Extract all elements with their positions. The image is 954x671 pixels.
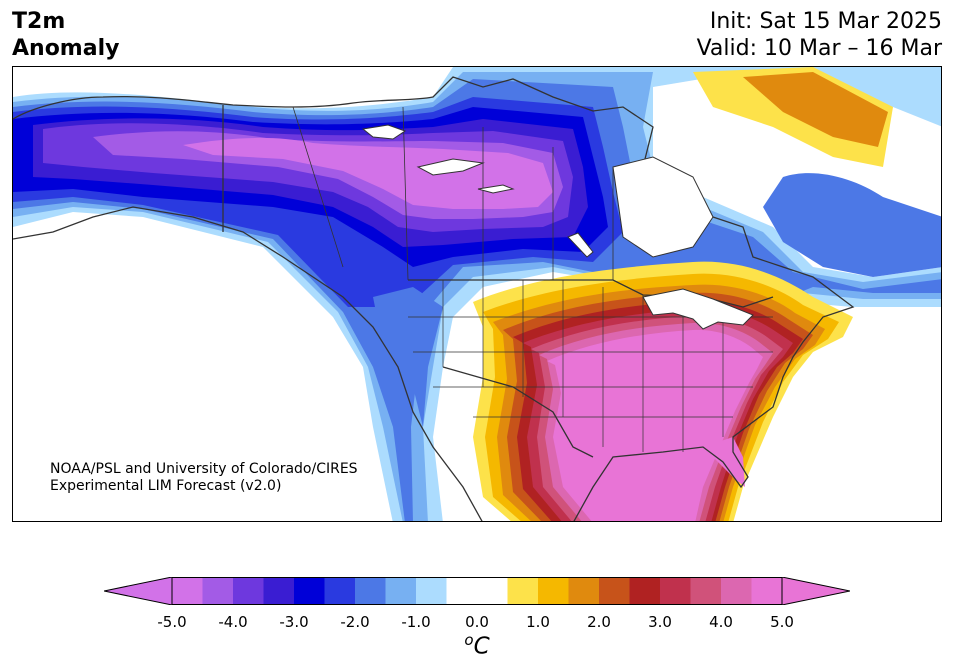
colorbar-tick-label: 1.0 [526, 613, 550, 631]
lake-athabasca [477, 184, 515, 194]
colorbar-bin-18 [751, 577, 783, 605]
lakes [361, 124, 754, 330]
great-slave-lake [416, 158, 485, 176]
title-line-2: Anomaly [12, 36, 120, 61]
colorbar-tick-label: -4.0 [218, 613, 248, 631]
map-svg [13, 67, 941, 521]
colorbar-bin-4 [294, 577, 325, 605]
colorbar-bin-17 [721, 577, 752, 605]
colorbar-bin-8 [416, 577, 447, 605]
date-block: Init: Sat 15 Mar 2025 Valid: 10 Mar – 16… [697, 8, 942, 62]
colorbar-bin-3 [263, 577, 295, 605]
colorbar-bin-13 [599, 577, 630, 605]
great-lakes [642, 288, 754, 330]
colorbar-bin-14 [629, 577, 661, 605]
colorbar-bin-9 [446, 577, 508, 605]
florida-warm [703, 437, 745, 487]
credit-line-1: NOAA/PSL and University of Colorado/CIRE… [50, 461, 358, 477]
hudson-bay [612, 156, 714, 258]
colorbar-over-triangle [781, 577, 850, 605]
colorbar-tick-label: 3.0 [648, 613, 672, 631]
colorbar-bin-12 [568, 577, 600, 605]
colorbar-bin-10 [507, 577, 539, 605]
unit-base: C [473, 633, 490, 660]
init-date: Init: Sat 15 Mar 2025 [709, 9, 942, 34]
colorbar [104, 577, 850, 605]
canada-province-lines [292, 106, 614, 281]
colorbar-bin-16 [690, 577, 722, 605]
colorbar-tick-label: 4.0 [709, 613, 733, 631]
credit-line-2: Experimental LIM Forecast (v2.0) [50, 478, 282, 494]
title-block: T2m Anomaly [12, 8, 119, 62]
colorbar-tick-label: -3.0 [279, 613, 309, 631]
geographic-outlines [13, 76, 855, 521]
west-us-cold-band [373, 287, 443, 427]
greenland-warm-2 [743, 72, 888, 147]
valid-dates: Valid: 10 Mar – 16 Mar [696, 36, 942, 61]
colorbar-bin-2 [233, 577, 264, 605]
colorbar-bin-11 [538, 577, 569, 605]
colorbar-tick-label: 2.0 [587, 613, 611, 631]
us-mexico-border [442, 366, 594, 458]
colorbar-bin-7 [385, 577, 417, 605]
colorbar-tick-label: 5.0 [770, 613, 794, 631]
colorbar-tick-label: -2.0 [340, 613, 370, 631]
title-line-1: T2m [12, 9, 66, 34]
us-state-lines [408, 280, 773, 452]
north-america-coastline [13, 76, 855, 521]
labrador-cold-band [763, 173, 941, 277]
colorbar-tick-label: -5.0 [157, 613, 187, 631]
anomaly-map: NOAA/PSL and University of Colorado/CIRE… [12, 66, 942, 522]
colorbar-bin-5 [324, 577, 356, 605]
colorbar-bin-1 [202, 577, 234, 605]
warm-band-9 [547, 329, 763, 521]
colorbar-under-triangle [104, 577, 173, 605]
unit-superscript: o [464, 631, 474, 649]
colorbar-unit: oC [464, 631, 489, 660]
warm-anomaly-shading [473, 67, 893, 521]
colorbar-tick-label: -1.0 [401, 613, 431, 631]
great-bear-lake [361, 124, 407, 140]
colorbar-bin-15 [660, 577, 691, 605]
shade-band-9 [183, 137, 553, 209]
colorbar-bin-0 [172, 577, 203, 605]
lake-winnipeg [567, 232, 594, 258]
cold-anomaly-shading [13, 67, 941, 521]
colorbar-frame [171, 577, 783, 605]
colorbar-bin-6 [355, 577, 386, 605]
colorbar-tick-label: 0.0 [465, 613, 489, 631]
credit-text: NOAA/PSL and University of Colorado/CIRE… [50, 461, 358, 495]
